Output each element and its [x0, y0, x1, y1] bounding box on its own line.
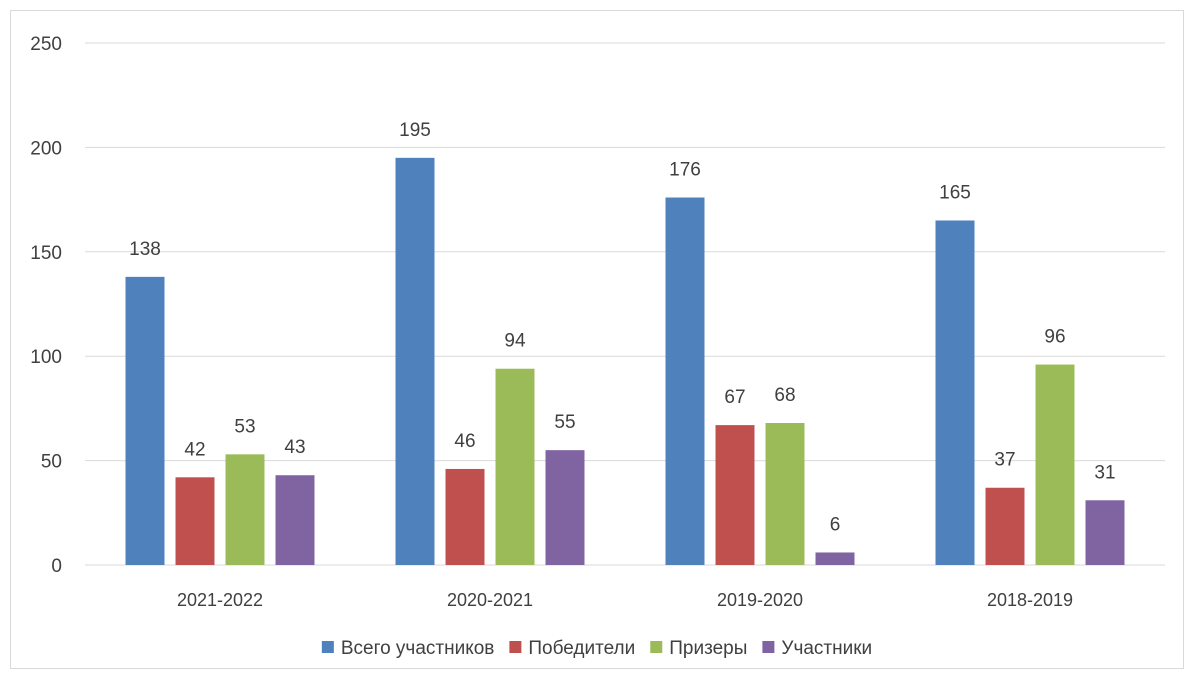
- x-category-label-2: 2019-2020: [717, 590, 803, 610]
- data-label-2019-2020-series-2: 68: [774, 385, 795, 406]
- bar-2020-2021-series-2: [495, 368, 535, 565]
- bars: [125, 157, 1125, 566]
- y-tick-label-200: 200: [30, 138, 62, 159]
- bar-2019-2020-series-2: [765, 423, 805, 565]
- bar-2018-2019-series-0: [935, 220, 975, 566]
- bar-2021-2022-series-1: [175, 477, 215, 565]
- bar-2019-2020-series-3: [815, 552, 855, 565]
- data-label-2018-2019-series-1: 37: [994, 450, 1015, 471]
- data-label-2021-2022-series-1: 42: [184, 439, 205, 460]
- data-label-2018-2019-series-0: 165: [939, 182, 971, 203]
- x-axis-categories: 2021-2022 2020-2021 2019-2020 2018-2019: [177, 590, 1073, 610]
- data-label-2020-2021-series-0: 195: [399, 120, 431, 141]
- bar-2018-2019-series-2: [1035, 364, 1075, 565]
- y-tick-label-250: 250: [30, 34, 62, 55]
- y-axis-ticks: 0 50 100 150 200 250: [30, 34, 62, 577]
- data-label-2020-2021-series-3: 55: [554, 412, 575, 433]
- y-tick-label-0: 0: [51, 556, 62, 577]
- y-tick-label-50: 50: [41, 452, 62, 473]
- data-label-2019-2020-series-1: 67: [724, 387, 745, 408]
- bar-2020-2021-series-1: [445, 468, 485, 565]
- y-tick-label-150: 150: [30, 243, 62, 264]
- bar-2019-2020-series-0: [665, 197, 705, 565]
- data-label-2021-2022-series-0: 138: [129, 239, 161, 260]
- bar-2018-2019-series-3: [1085, 500, 1125, 565]
- y-tick-label-100: 100: [30, 347, 62, 368]
- bar-2021-2022-series-2: [225, 454, 265, 565]
- bar-2018-2019-series-1: [985, 487, 1025, 565]
- legend-label-2: Призеры: [669, 638, 747, 659]
- data-label-2018-2019-series-2: 96: [1044, 327, 1065, 348]
- legend-label-1: Победители: [528, 638, 635, 659]
- bar-2020-2021-series-0: [395, 157, 435, 565]
- legend-label-3: Участники: [781, 638, 872, 659]
- data-label-2018-2019-series-3: 31: [1094, 462, 1115, 483]
- legend-swatch-0: [321, 641, 334, 653]
- legend-swatch-3: [762, 641, 775, 653]
- x-category-label-0: 2021-2022: [177, 590, 263, 610]
- data-labels: 138 42 53 43 195 46 94 55 176 67 68 6 165 37 96 31: [129, 120, 1115, 536]
- legend-label-0: Всего участников: [341, 638, 495, 659]
- legend-swatch-2: [650, 641, 663, 653]
- grid-layer: [85, 42, 1165, 566]
- data-label-2021-2022-series-3: 43: [284, 437, 305, 458]
- legend-swatch-1: [509, 641, 522, 653]
- bar-2021-2022-series-3: [275, 475, 315, 565]
- x-category-label-1: 2020-2021: [447, 590, 533, 610]
- data-label-2021-2022-series-2: 53: [234, 416, 255, 437]
- bar-2021-2022-series-0: [125, 276, 165, 565]
- bar-2020-2021-series-3: [545, 450, 585, 565]
- bar-2019-2020-series-1: [715, 425, 755, 565]
- x-category-label-3: 2018-2019: [987, 590, 1073, 610]
- data-label-2019-2020-series-0: 176: [669, 160, 701, 181]
- data-label-2020-2021-series-2: 94: [504, 331, 526, 352]
- data-label-2020-2021-series-1: 46: [454, 431, 475, 452]
- data-label-2019-2020-series-3: 6: [830, 514, 841, 535]
- legend: Всего участников Победители Призеры Участни…: [321, 638, 872, 659]
